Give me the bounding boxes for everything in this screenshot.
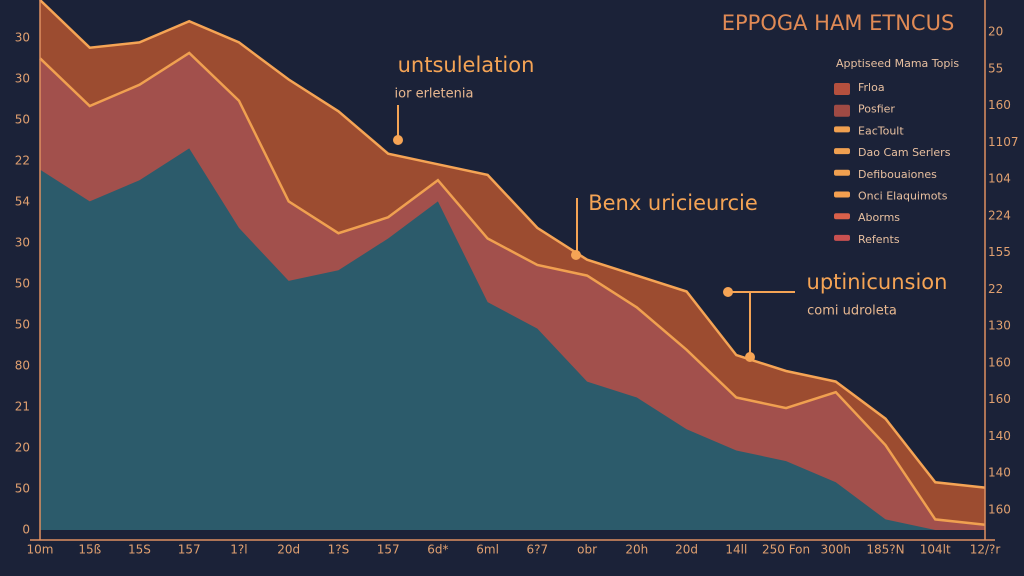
y2-tick-label: 22 (988, 282, 1003, 296)
annotation-dot (723, 287, 733, 297)
annotation-subtitle: ior erletenia (395, 87, 474, 102)
x-tick-label: 6ml (476, 543, 499, 557)
legend-swatch (834, 169, 850, 176)
y-tick-label: 80 (15, 359, 30, 373)
area (40, 148, 985, 530)
legend-swatch (834, 234, 850, 241)
y-tick-label: 22 (15, 154, 30, 168)
x-tick-label: 1?l (230, 543, 247, 557)
annotation-title: uptinicunsion (807, 270, 948, 294)
series-line (39, 0, 986, 489)
y2-tick-label: 140 (988, 466, 1011, 480)
legend: Frloa Posfier EacToult Dao Cam Serlers Defib… (834, 81, 951, 246)
y2-tick-label: 160 (988, 503, 1011, 517)
x-tick-label: 12/?r (970, 543, 1001, 557)
y-tick-label: 20 (15, 441, 30, 455)
y-tick-label: 50 (15, 277, 30, 291)
x-tick-label: 1?S (328, 543, 350, 557)
legend-label: Aborms (858, 211, 900, 224)
legend-swatch (834, 126, 850, 133)
legend-swatch (834, 104, 850, 117)
y2-tick-label: 160 (988, 98, 1011, 112)
legend-swatch (834, 148, 850, 155)
y2-tick-label: 155 (988, 245, 1011, 259)
series-line (39, 51, 986, 526)
annotation-title: Benx uricieurcie (588, 191, 758, 215)
legend-title: Apptiseed Mama Topis (836, 57, 959, 70)
x-tick-label: 20d (675, 543, 698, 557)
legend-label: Posfier (858, 103, 895, 116)
x-tick-label: 6?7 (527, 543, 549, 557)
x-tick-label: 20d (277, 543, 300, 557)
x-tick-label: 185?N (866, 543, 904, 557)
legend-label: Defibouaiones (858, 168, 937, 181)
x-tick-label: 104lt (920, 543, 951, 557)
chart-title: EPPOGA HAM ETNCUS (722, 11, 955, 35)
y2-tick-label: 160 (988, 392, 1011, 406)
y-tick-label: 30 (15, 236, 30, 250)
legend-label: Frloa (858, 81, 885, 94)
x-tick-label: 14ll (725, 543, 747, 557)
y-tick-label: 50 (15, 318, 30, 332)
y2-tick-label: 1107 (988, 135, 1019, 149)
x-tick-label: 6d* (427, 543, 448, 557)
y-tick-label: 21 (15, 400, 30, 414)
x-tick-label: 300h (821, 543, 852, 557)
annotation-dot (571, 250, 581, 260)
x-tick-label: 15ß (78, 543, 101, 557)
y-tick-label: 30 (15, 72, 30, 86)
x-tick-label: obr (577, 543, 597, 557)
x-tick-label: 15S (128, 543, 151, 557)
y-tick-label: 50 (15, 113, 30, 127)
x-tick-label: 20h (625, 543, 648, 557)
legend-label: Refents (858, 233, 900, 246)
legend-swatch (834, 191, 850, 198)
x-tick-label: 250 Fon (762, 543, 810, 557)
legend-swatch (834, 213, 850, 220)
x-tick-label: 157 (178, 543, 201, 557)
x-tick-label: 10m (27, 543, 54, 557)
annotation-dot (393, 135, 403, 145)
annotation-subtitle: comi udroleta (807, 304, 897, 319)
y2-tick-label: 224 (988, 208, 1011, 222)
annotation-dot (745, 352, 755, 362)
legend-label: EacToult (858, 124, 904, 137)
y2-tick-label: 20 (988, 25, 1003, 39)
legend-swatch (834, 83, 850, 95)
y-tick-label: 54 (15, 195, 30, 209)
y-tick-label: 50 (15, 482, 30, 496)
annotation-title: untsulelation (398, 53, 535, 77)
y-tick-label: 0 (22, 523, 30, 537)
y2-tick-label: 160 (988, 355, 1011, 369)
legend-label: Onci Elaquimots (858, 190, 948, 203)
plot-area (39, 0, 986, 530)
y2-tick-label: 130 (988, 319, 1011, 333)
legend-label: Dao Cam Serlers (858, 146, 951, 159)
x-tick-label: 157 (377, 543, 400, 557)
y2-tick-label: 140 (988, 429, 1011, 443)
y-tick-label: 30 (15, 31, 30, 45)
y2-tick-label: 104 (988, 172, 1011, 186)
y2-tick-label: 55 (988, 61, 1003, 75)
